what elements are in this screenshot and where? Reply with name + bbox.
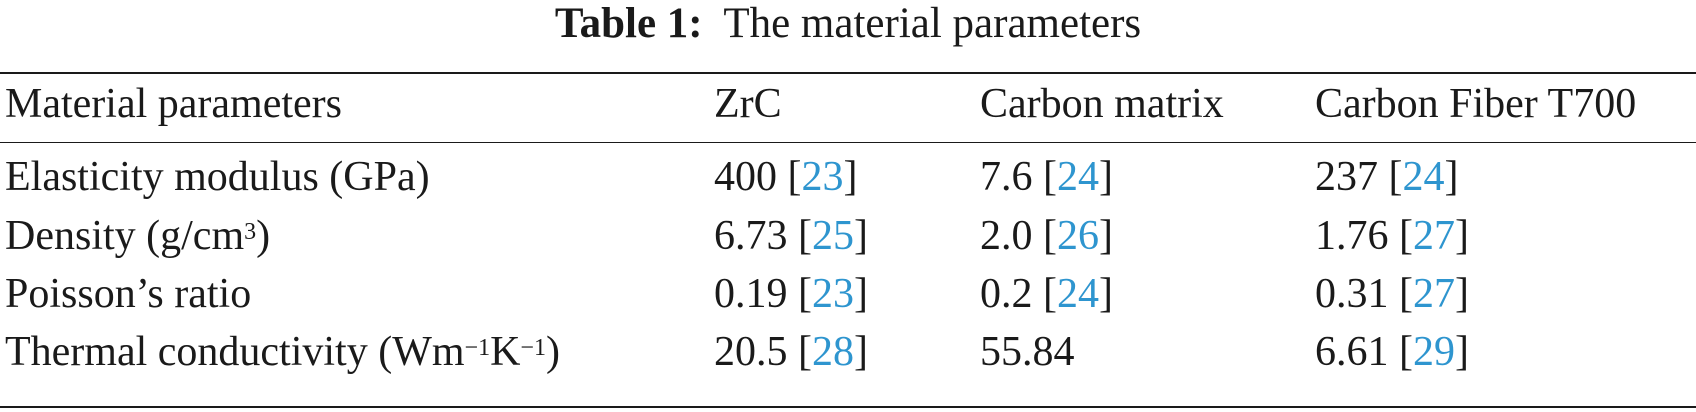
value: 7.6 — [980, 154, 1033, 200]
bottom-rule — [0, 406, 1696, 408]
value: 6.61 — [1315, 329, 1389, 375]
table-row: Density (g/cm3) 6.73 [25] 2.0 [26] 1.76 [27… — [0, 206, 1696, 266]
superscript: −1 — [520, 335, 546, 361]
parameter-cell: Elasticity modulus (GPa) — [5, 147, 430, 207]
value: 55.84 — [980, 329, 1075, 375]
value: 237 — [1315, 154, 1378, 200]
matrix-value-cell: 55.84 — [980, 322, 1075, 382]
citation-link[interactable]: 25 — [812, 213, 854, 259]
citation-link[interactable]: 24 — [1057, 271, 1099, 317]
citation-link[interactable]: 23 — [812, 271, 854, 317]
parameter-name: Poisson’s ratio — [5, 271, 252, 317]
value: 20.5 — [714, 329, 788, 375]
table-row: Thermal conductivity (Wm−1K−1) 20.5 [28] 5… — [0, 322, 1696, 382]
parameter-name: Thermal conductivity (Wm — [5, 329, 465, 375]
parameter-name: Density (g/cm — [5, 213, 245, 259]
superscript: −1 — [464, 335, 491, 361]
parameter-name-part: ) — [545, 329, 560, 375]
citation-link[interactable]: 24 — [1057, 154, 1099, 200]
citation-link[interactable]: 29 — [1413, 329, 1455, 375]
fiber-value-cell: 0.31 [27] — [1315, 271, 1469, 317]
header-material-parameters: Material parameters — [5, 81, 342, 127]
header-zrc: ZrC — [714, 81, 782, 127]
matrix-value-cell: 2.0 [26] — [980, 213, 1113, 259]
superscript: 3 — [244, 219, 257, 245]
value: 0.19 — [714, 271, 788, 317]
table-label: Table 1: — [554, 0, 703, 47]
zrc-value-cell: 20.5 [28] — [714, 329, 868, 375]
value: 400 — [714, 154, 777, 200]
header-row: Material parameters ZrC Carbon matrix Ca… — [0, 74, 1696, 134]
header-rule — [0, 142, 1696, 143]
citation-link[interactable]: 27 — [1413, 213, 1455, 259]
header-carbon-matrix: Carbon matrix — [980, 81, 1224, 127]
zrc-value-cell: 6.73 [25] — [714, 213, 868, 259]
value: 2.0 — [980, 213, 1033, 259]
zrc-value-cell: 400 [23] — [714, 154, 858, 200]
value: 6.73 — [714, 213, 788, 259]
value: 0.2 — [980, 271, 1033, 317]
value: 0.31 — [1315, 271, 1389, 317]
parameter-cell: Poisson’s ratio — [5, 264, 251, 324]
parameter-name-part: ) — [256, 213, 271, 259]
header-carbon-fiber-t700: Carbon Fiber T700 — [1315, 81, 1637, 127]
table-caption: Table 1: The material parameters — [0, 2, 1696, 46]
citation-link[interactable]: 24 — [1402, 154, 1445, 200]
fiber-value-cell: 1.76 [27] — [1315, 213, 1469, 259]
top-rule — [0, 72, 1696, 74]
zrc-value-cell: 0.19 [23] — [714, 271, 868, 317]
table-title: The material parameters — [723, 0, 1142, 47]
citation-link[interactable]: 23 — [801, 154, 844, 200]
table-row: Poisson’s ratio 0.19 [23] 0.2 [24] 0.31 [27… — [0, 264, 1696, 324]
parameter-name-part: K — [490, 329, 521, 375]
citation-link[interactable]: 28 — [812, 329, 854, 375]
matrix-value-cell: 0.2 [24] — [980, 271, 1113, 317]
citation-link[interactable]: 26 — [1057, 213, 1099, 259]
citation-link[interactable]: 27 — [1413, 271, 1455, 317]
parameter-cell: Thermal conductivity (Wm−1K−1) — [5, 322, 560, 382]
parameter-name: Elasticity modulus (GPa) — [5, 154, 430, 200]
parameter-cell: Density (g/cm3) — [5, 206, 270, 266]
value: 1.76 — [1315, 213, 1389, 259]
matrix-value-cell: 7.6 [24] — [980, 154, 1113, 200]
fiber-value-cell: 237 [24] — [1315, 154, 1459, 200]
fiber-value-cell: 6.61 [29] — [1315, 329, 1469, 375]
table-row: Elasticity modulus (GPa) 400 [23] 7.6 [24]… — [0, 147, 1696, 207]
